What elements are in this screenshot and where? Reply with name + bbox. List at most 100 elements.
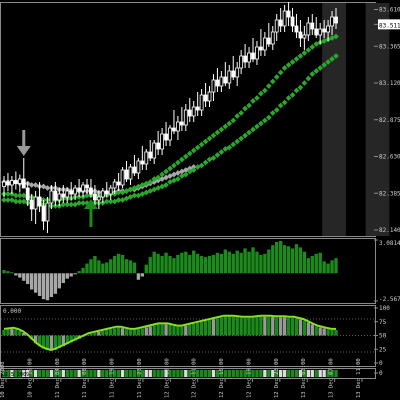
ma-point [293,56,300,62]
signal-strip-label: 02.5 2009 [2,372,29,378]
signal-strip-cell [120,370,125,377]
oscillator-bar [192,250,196,274]
ma-point [242,132,248,139]
oscillator-bar [180,252,184,274]
ma-point [202,138,209,145]
signal-strip-cell [195,370,200,377]
ma-point [269,78,276,85]
signal-strip-cell [26,370,30,377]
stochastic-bar [85,334,89,336]
signal-strip-cell [302,370,307,377]
oscillator-bar [77,271,81,274]
sell-arrow-icon [16,130,31,156]
oscillator-bar [188,254,192,274]
arrow-shaft [22,130,26,148]
signal-strip-cell [180,370,184,377]
signal-strip-cell [22,370,26,377]
oscillator-bar [251,247,255,274]
stochastic-bar [271,317,275,336]
price-tick-label: 82.630 [379,154,400,161]
signal-strip-cell [282,370,287,377]
signal-strip-cell [164,370,168,377]
ma-point [147,179,154,185]
oscillator-bar [219,253,224,274]
oscillator-bar [45,273,50,301]
stochastic-bar [136,329,141,336]
oscillator-bar [26,273,30,285]
oscillator-bar [168,255,172,274]
ma-point [234,138,241,145]
price-tick-label: 83.610 [379,7,400,14]
candle-body [69,190,74,195]
ma-point [28,182,35,188]
ma-point [186,150,193,157]
candle-body [120,169,125,186]
oscillator-bar [278,240,283,274]
candle-body [251,52,255,60]
ma-point [84,192,90,199]
time-tick-label: 11 Dec 08:00 [82,358,88,398]
time-axis: 10 Dec 2008 10 Dec 16:00 11 Dec 04:00 11 De… [0,358,363,398]
candle-body [298,31,303,39]
candle-body [53,190,58,201]
stochastic-tick-label: 0 [379,360,383,367]
stochastic-bar [33,335,38,344]
stochastic-bar [101,330,105,336]
oscillator-bar [41,273,46,300]
candle-body [282,10,287,27]
stochastic-bar [53,335,58,350]
oscillator-bar [318,252,322,274]
ma-point [214,129,221,136]
oscillator-bar [22,273,26,281]
oscillator-bar [10,272,14,274]
stochastic-bar [294,318,299,336]
ma-point [202,159,209,166]
candle-body [270,31,275,45]
ma-point [206,135,213,142]
signal-strip-cell [156,370,160,377]
stochastic-bar [330,330,334,336]
signal-strip-cell [286,370,291,377]
stochastic-bar [49,335,54,351]
ma-point [131,192,138,199]
candles [2,2,338,233]
stochastic-bar [247,317,251,336]
candle-body [322,28,327,33]
signal-strip-cell [294,370,299,377]
candle-body [187,109,192,117]
candle-body [116,181,121,186]
signal-strip-cell [227,370,231,377]
ma-point [313,68,320,74]
signal-strip-cell [318,370,322,377]
signal-strip-cell [223,370,228,377]
stochastic-bar [61,335,65,347]
signal-strip-cell [334,370,338,377]
stochastic-line [3,314,336,351]
candle-body [21,178,26,189]
ma-point [115,189,122,196]
candle-body [266,37,271,45]
signal-strip-cell [160,370,164,377]
oscillator-bar [152,251,156,274]
oscillator-bar [124,259,129,274]
arrow-head [16,146,31,156]
oscillator-bar [136,273,141,280]
ma-point [159,171,165,178]
stochastic-bar [207,320,212,336]
candle-body [259,46,263,51]
signal-strip-cell [231,370,235,377]
oscillator-bar [29,273,34,290]
current-price-box [378,19,400,30]
signal-strip-cell [219,370,224,377]
oscillator-bar [286,246,291,274]
candle-body [29,199,34,210]
signal-strip-cell [18,370,22,377]
candle-body [172,127,176,132]
candle-body [314,28,319,36]
ma-point [182,153,189,160]
oscillator-bar [235,250,239,274]
oscillator-bar [227,251,231,274]
candle-body [96,196,101,201]
current-price-label: 83.511 [379,22,400,29]
candle-body [286,10,291,18]
